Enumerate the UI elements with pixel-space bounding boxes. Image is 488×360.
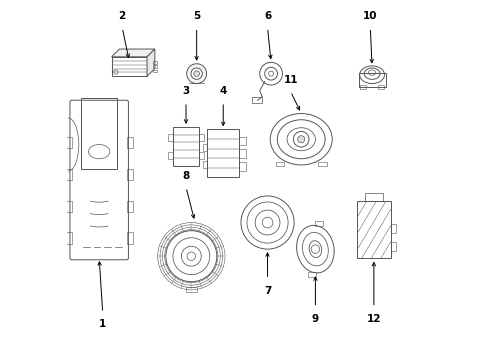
Bar <box>172 127 199 166</box>
Bar <box>81 99 117 169</box>
Bar <box>390 242 395 251</box>
Bar <box>239 149 245 158</box>
Bar <box>168 152 172 159</box>
Polygon shape <box>111 49 155 57</box>
Text: 6: 6 <box>264 11 271 21</box>
Bar <box>239 162 245 171</box>
Bar <box>126 168 133 180</box>
Text: 11: 11 <box>283 75 297 85</box>
Bar <box>153 61 156 64</box>
Bar <box>65 168 72 180</box>
Bar <box>126 233 133 244</box>
Bar <box>251 98 261 103</box>
Bar <box>318 162 326 166</box>
Bar <box>203 144 207 151</box>
Bar <box>390 224 395 233</box>
Text: 7: 7 <box>264 285 271 296</box>
Bar <box>111 57 147 76</box>
Text: 2: 2 <box>119 11 125 21</box>
Bar <box>153 69 156 72</box>
Circle shape <box>297 136 304 143</box>
Bar <box>360 85 366 89</box>
Bar <box>356 201 390 258</box>
Circle shape <box>186 64 206 84</box>
Text: 3: 3 <box>182 86 189 96</box>
Text: 12: 12 <box>366 314 380 324</box>
Bar <box>239 136 245 145</box>
Bar <box>364 193 382 201</box>
Text: 4: 4 <box>219 86 226 96</box>
Bar <box>377 85 383 89</box>
Text: 1: 1 <box>99 319 106 329</box>
Bar <box>65 201 72 212</box>
Bar <box>358 73 385 87</box>
Bar <box>65 137 72 148</box>
Bar <box>307 272 315 278</box>
Bar <box>275 162 284 166</box>
Bar <box>314 221 323 226</box>
Text: 8: 8 <box>182 171 189 181</box>
Circle shape <box>193 71 199 77</box>
Text: 10: 10 <box>362 11 377 21</box>
Bar <box>126 201 133 212</box>
Bar <box>185 287 196 292</box>
Bar <box>126 137 133 148</box>
Polygon shape <box>147 49 155 76</box>
Bar <box>65 233 72 244</box>
Bar <box>199 134 203 141</box>
Circle shape <box>191 68 202 79</box>
Bar <box>199 152 203 159</box>
Bar <box>168 134 172 141</box>
Bar <box>153 65 156 68</box>
Bar <box>207 130 239 177</box>
Bar <box>203 161 207 168</box>
Text: 9: 9 <box>311 314 318 324</box>
Text: 5: 5 <box>193 11 200 21</box>
